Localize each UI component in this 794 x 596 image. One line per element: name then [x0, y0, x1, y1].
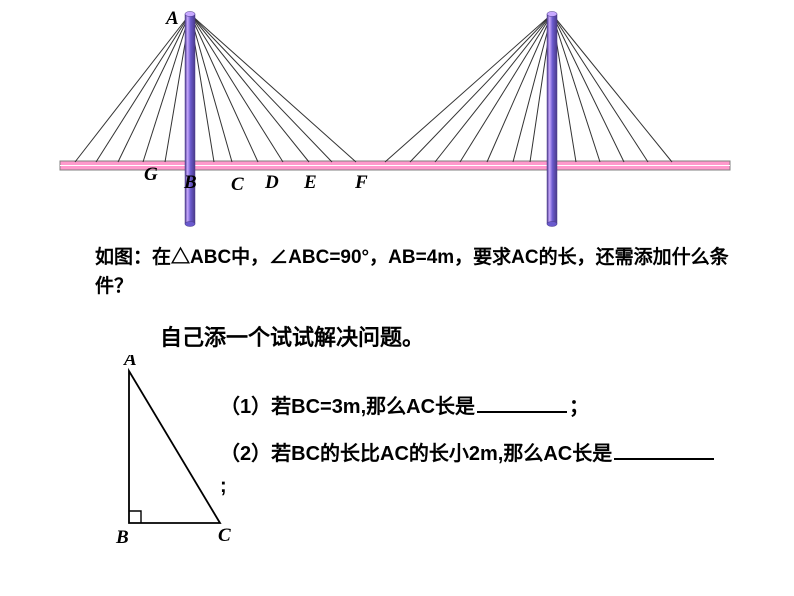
svg-text:G: G	[144, 164, 158, 185]
blank-1	[477, 395, 567, 413]
q2-post: ;	[220, 475, 227, 497]
svg-text:E: E	[303, 172, 317, 193]
q2-pre: （2）若BC的长比AC的长小2m,那么AC长是	[220, 443, 612, 465]
svg-text:F: F	[354, 172, 368, 193]
question-1: （1）若BC=3m,那么AC长是 ；	[220, 390, 589, 419]
q1-pre: （1）若BC=3m,那么AC长是	[220, 396, 475, 418]
question-2: （2）若BC的长比AC的长小2m,那么AC长是;	[220, 438, 720, 502]
sub-prompt: 自己添一个试试解决问题。	[160, 320, 424, 352]
svg-text:A: A	[123, 355, 137, 370]
svg-text:D: D	[264, 172, 279, 193]
svg-text:B: B	[115, 527, 129, 548]
problem-text: 如图：在△ABC中，∠ABC=90°，AB=4m，要求AC的长，还需添加什么条件…	[95, 247, 729, 297]
svg-text:C: C	[218, 525, 231, 546]
problem-statement: 如图：在△ABC中，∠ABC=90°，AB=4m，要求AC的长，还需添加什么条件…	[95, 244, 735, 301]
svg-text:B: B	[183, 172, 197, 193]
blank-2	[614, 442, 714, 460]
q1-post: ；	[569, 396, 589, 418]
bridge-diagram: A G B CD E F	[0, 0, 794, 230]
svg-text:C: C	[231, 174, 244, 195]
sub-prompt-text: 自己添一个试试解决问题。	[160, 325, 424, 350]
bridge-svg: A G B CD E F	[0, 0, 794, 230]
svg-text:A: A	[165, 8, 179, 29]
